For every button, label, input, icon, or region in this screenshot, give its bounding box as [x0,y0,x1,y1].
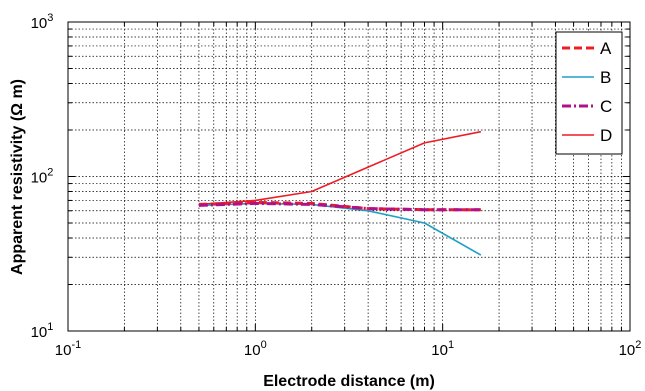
x-tick-labels: 10-1 100 101 102 [55,339,642,359]
legend-label-b: B [600,68,611,87]
legend-label-a: A [600,39,612,58]
y-tick-label: 101 [31,321,54,341]
grid [68,22,630,331]
x-tick-label: 102 [619,339,642,359]
y-tick-label: 102 [31,167,54,187]
y-tick-labels: 101 102 103 [31,12,54,341]
series-line-a [198,200,481,212]
y-axis-label: Apparent resistivity (Ω m) [9,79,26,275]
legend-label-d: D [600,126,612,145]
series-line-c [198,201,481,212]
series-layer [198,130,482,256]
axis-tick-marks [67,21,631,332]
x-tick-label: 100 [244,339,267,359]
legend-label-c: C [600,97,612,116]
series-line-d [198,130,482,206]
x-tick-label: 10-1 [55,339,81,359]
x-axis-label: Electrode distance (m) [263,373,435,390]
legend-box [555,31,623,155]
y-tick-label: 103 [31,12,54,32]
x-tick-label: 101 [431,339,454,359]
